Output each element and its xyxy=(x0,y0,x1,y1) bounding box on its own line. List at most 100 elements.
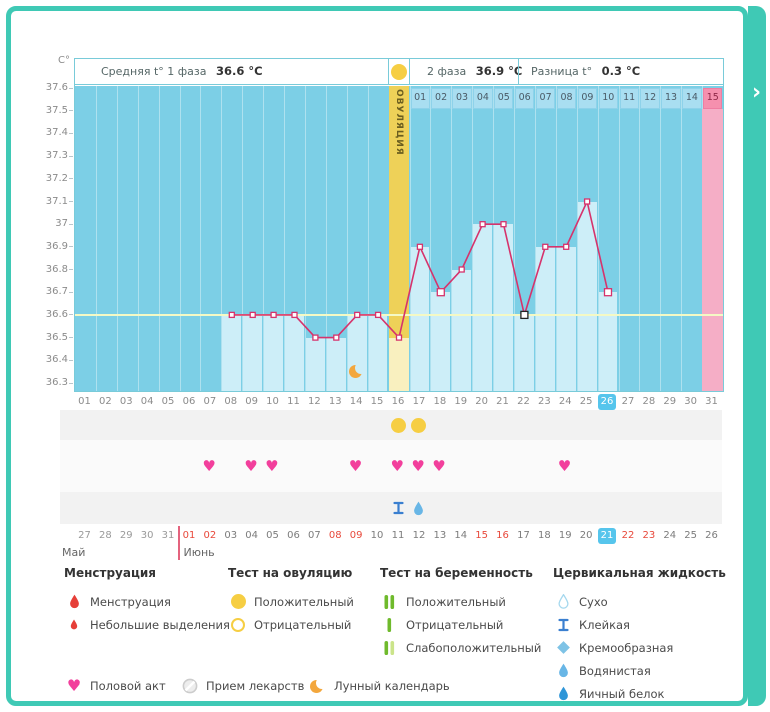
chart-header-bar: Средняя t° 1 фаза 36.6 °C 2 фаза 36.9 °C… xyxy=(75,59,723,85)
dpo-cell-01: 01 xyxy=(410,88,430,109)
cycle-day-16: 16 xyxy=(391,396,405,407)
grid-line xyxy=(514,86,515,391)
calendar-date-label: 21 xyxy=(597,528,617,544)
legend-item-label: Лунный календарь xyxy=(334,679,450,693)
cycle-day-15: 15 xyxy=(370,396,384,407)
grid-line xyxy=(158,86,160,391)
drop-watery-icon xyxy=(553,663,573,678)
coverline xyxy=(75,313,723,316)
cycle-day-28: 28 xyxy=(642,396,656,407)
legend-item-label: Небольшие выделения xyxy=(90,617,230,632)
temp-bar-day-23 xyxy=(535,246,555,391)
legend-column-1: Менструация Менструация Небольшие выделени… xyxy=(64,566,230,636)
cycle-day-05: 05 xyxy=(161,396,175,407)
y-tick xyxy=(69,155,73,157)
legend-item: Положительный xyxy=(228,590,354,613)
y-tick-label: 37.6 xyxy=(45,82,68,93)
avg-phase1-value: 36.6 °C xyxy=(216,64,263,78)
y-tick-label: 36.8 xyxy=(45,263,68,275)
grid-line xyxy=(639,86,641,391)
y-tick-label: 36.4 xyxy=(45,354,68,366)
calendar-date-label: 08 xyxy=(328,530,342,541)
intercourse-heart-icon: ♥ xyxy=(202,457,216,475)
cycle-day-29: 29 xyxy=(663,396,677,407)
y-tick-label: 37.4 xyxy=(45,127,68,139)
side-panel-rail[interactable]: › xyxy=(748,6,766,706)
strip-2-icon xyxy=(380,594,400,610)
calendar-date-label: 30 xyxy=(140,530,154,541)
header-separator xyxy=(409,59,410,84)
temp-bar-day-11 xyxy=(285,314,304,391)
calendar-date-label: 11 xyxy=(391,530,405,541)
grid-line xyxy=(284,86,285,391)
legend-column-3: Тест на беременность Положительный Отрицат… xyxy=(380,566,541,659)
drop-red-small-icon xyxy=(64,619,84,630)
calendar-date-label: 09 xyxy=(349,530,363,541)
legend-item-label: Отрицательный xyxy=(406,617,504,632)
legend-item-label: Прием лекарств xyxy=(206,679,305,693)
strip-weak-icon xyxy=(380,640,400,656)
grid-line xyxy=(472,86,474,391)
month-divider xyxy=(177,526,180,560)
temp-bar-day-18 xyxy=(431,292,451,391)
temp-bar-day-10 xyxy=(264,314,283,391)
dpo-cell-12: 12 xyxy=(640,88,660,109)
y-tick-label: 36.7 xyxy=(45,286,68,298)
legend-title: Тест на беременность xyxy=(380,566,533,580)
y-tick xyxy=(69,87,73,89)
calendar-date-label: 17 xyxy=(517,530,530,541)
calendar-date-label: 20 xyxy=(579,530,593,541)
calendar-date-label: 12 xyxy=(412,530,426,541)
calendar-date-label: 18 xyxy=(537,530,551,541)
y-tick xyxy=(69,246,73,248)
y-tick xyxy=(69,382,73,384)
cycle-day-03: 03 xyxy=(119,396,133,407)
dpo-cell-14: 14 xyxy=(682,88,702,109)
temperature-plot[interactable]: ОВУЛЯЦИЯ 01 02 03 04 05 06 07 08 09 10 11 12 13 14 15 xyxy=(75,86,723,391)
ovulation-band-label: ОВУЛЯЦИЯ xyxy=(393,89,404,156)
legend-item: Небольшие выделения xyxy=(64,613,230,636)
temp-bar-day-13 xyxy=(326,337,346,391)
y-tick-label: 37.2 xyxy=(45,172,68,184)
temp-diff-value: 0.3 °C xyxy=(601,64,641,78)
calendar-date-label: 01 xyxy=(182,530,196,541)
cycle-day-22: 22 xyxy=(517,396,530,407)
grid-line xyxy=(597,86,599,391)
legend-item-label: Клейкая xyxy=(579,617,630,632)
cycle-day-01: 01 xyxy=(78,396,91,407)
dpo-cell-05: 05 xyxy=(494,88,514,109)
panel-frame xyxy=(6,6,748,706)
calendar-date-label: 04 xyxy=(245,530,258,541)
legend-item: Слабоположительный xyxy=(380,636,541,659)
legend-item-label: Водянистая xyxy=(579,663,651,678)
calendar-date-label: 25 xyxy=(684,530,697,541)
expand-panel-arrow-icon[interactable]: › xyxy=(752,80,762,105)
calendar-date-label: 31 xyxy=(161,530,175,541)
cycle-day-19: 19 xyxy=(454,396,468,407)
cycle-day-02: 02 xyxy=(98,396,112,407)
grid-line xyxy=(95,86,97,391)
dpo-cell-10: 10 xyxy=(598,88,618,109)
y-tick xyxy=(69,132,73,134)
cycle-day-26: 26 xyxy=(597,394,617,410)
temp-bar-day-17 xyxy=(410,246,430,391)
dpo-cell-09: 09 xyxy=(577,88,598,109)
calendar-date-label: 07 xyxy=(307,530,321,541)
temp-bar-day-9 xyxy=(243,314,263,391)
temp-diff-label: Разница t° xyxy=(531,65,593,78)
y-tick xyxy=(69,201,73,202)
y-tick xyxy=(69,359,73,361)
calendar-date-label: 27 xyxy=(78,530,91,541)
temp-bar-day-25 xyxy=(577,201,597,391)
cycle-day-12: 12 xyxy=(307,396,321,407)
temp-bar-day-19 xyxy=(452,269,472,391)
cycle-day-27: 27 xyxy=(621,396,635,407)
calendar-date-label: 29 xyxy=(119,530,133,541)
intercourse-heart-icon: ♥ xyxy=(432,457,446,475)
calendar-date-label: 19 xyxy=(558,530,572,541)
calendar-date-label: 03 xyxy=(224,530,238,541)
intercourse-heart-icon: ♥ xyxy=(348,457,363,475)
legend-item: Лунный календарь xyxy=(308,676,450,696)
grid-line xyxy=(346,86,348,391)
